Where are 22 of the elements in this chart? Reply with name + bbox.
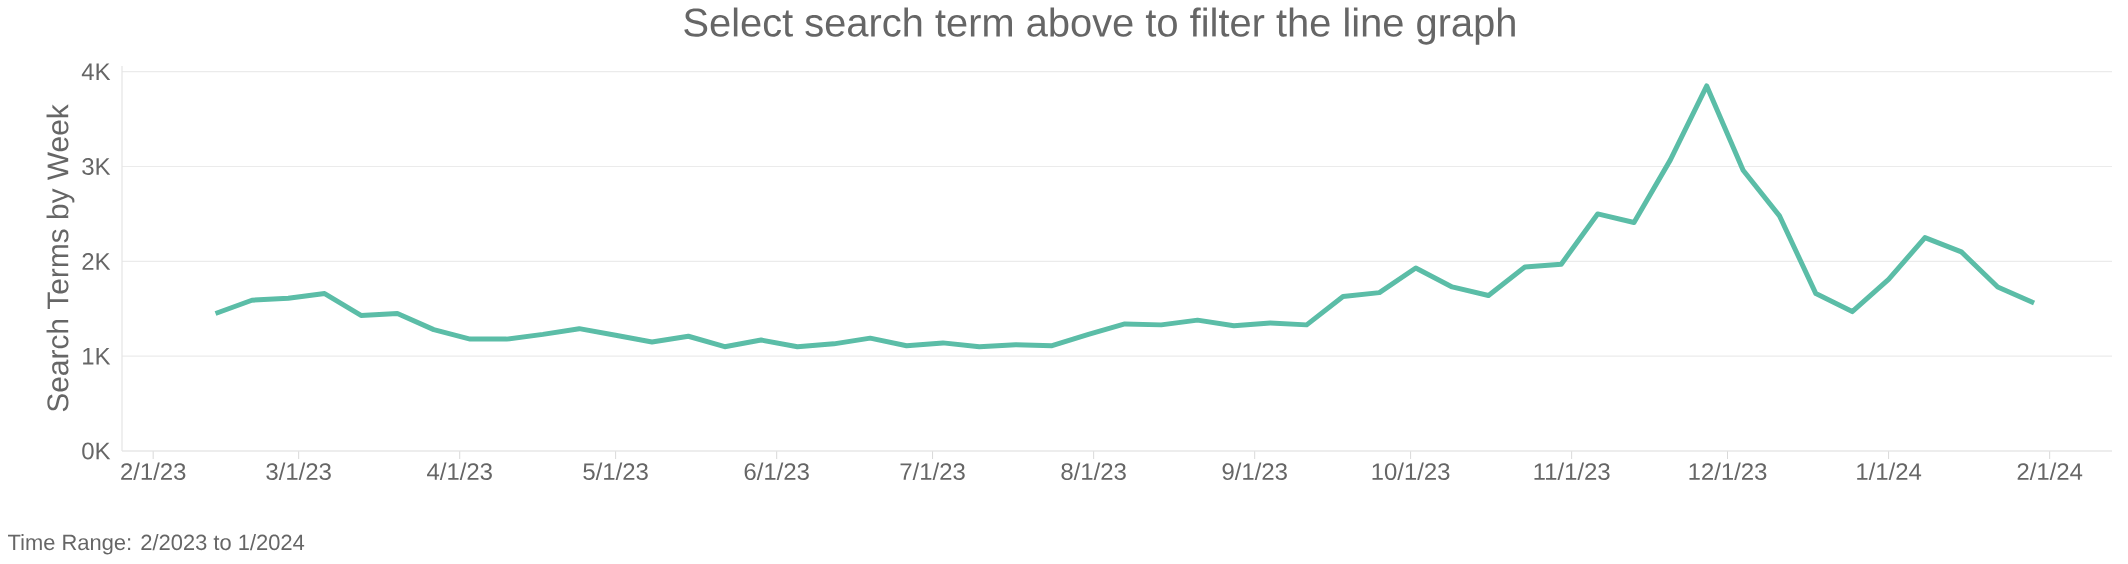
- x-tick-label: 7/1/23: [900, 462, 965, 481]
- y-tick-label: 0K: [82, 442, 111, 460]
- x-tick-label: 8/1/23: [1061, 462, 1126, 481]
- y-tick-label: 1K: [83, 347, 111, 365]
- y-axis-title: Search Terms by Week: [46, 104, 75, 412]
- x-tick-label: 12/1/23: [1689, 462, 1767, 481]
- x-tick-label: 10/1/23: [1372, 462, 1450, 481]
- y-tick-label: 4K: [81, 63, 111, 80]
- x-tick-label: 3/1/23: [266, 462, 331, 481]
- x-tick-label: 4/1/23: [427, 462, 492, 481]
- x-tick-label: 1/1/24: [1857, 462, 1922, 481]
- x-tick-label: 6/1/23: [744, 462, 809, 481]
- x-tick-label: 9/1/23: [1222, 462, 1287, 481]
- line-series: [213, 83, 2037, 350]
- x-tick-label: 5/1/23: [583, 462, 648, 481]
- x-tick-label: 2/1/24: [2017, 462, 2083, 481]
- chart-title: Select search term above to filter the line graph: [684, 7, 1515, 45]
- y-tick-label: 3K: [82, 158, 111, 175]
- x-tick-label: 2/1/23: [121, 462, 186, 481]
- x-tick-label: 11/1/23: [1534, 462, 1610, 481]
- y-tick-label: 2K: [82, 253, 111, 270]
- text: Time Range: 2/2023 to 1/2024: [8, 534, 305, 555]
